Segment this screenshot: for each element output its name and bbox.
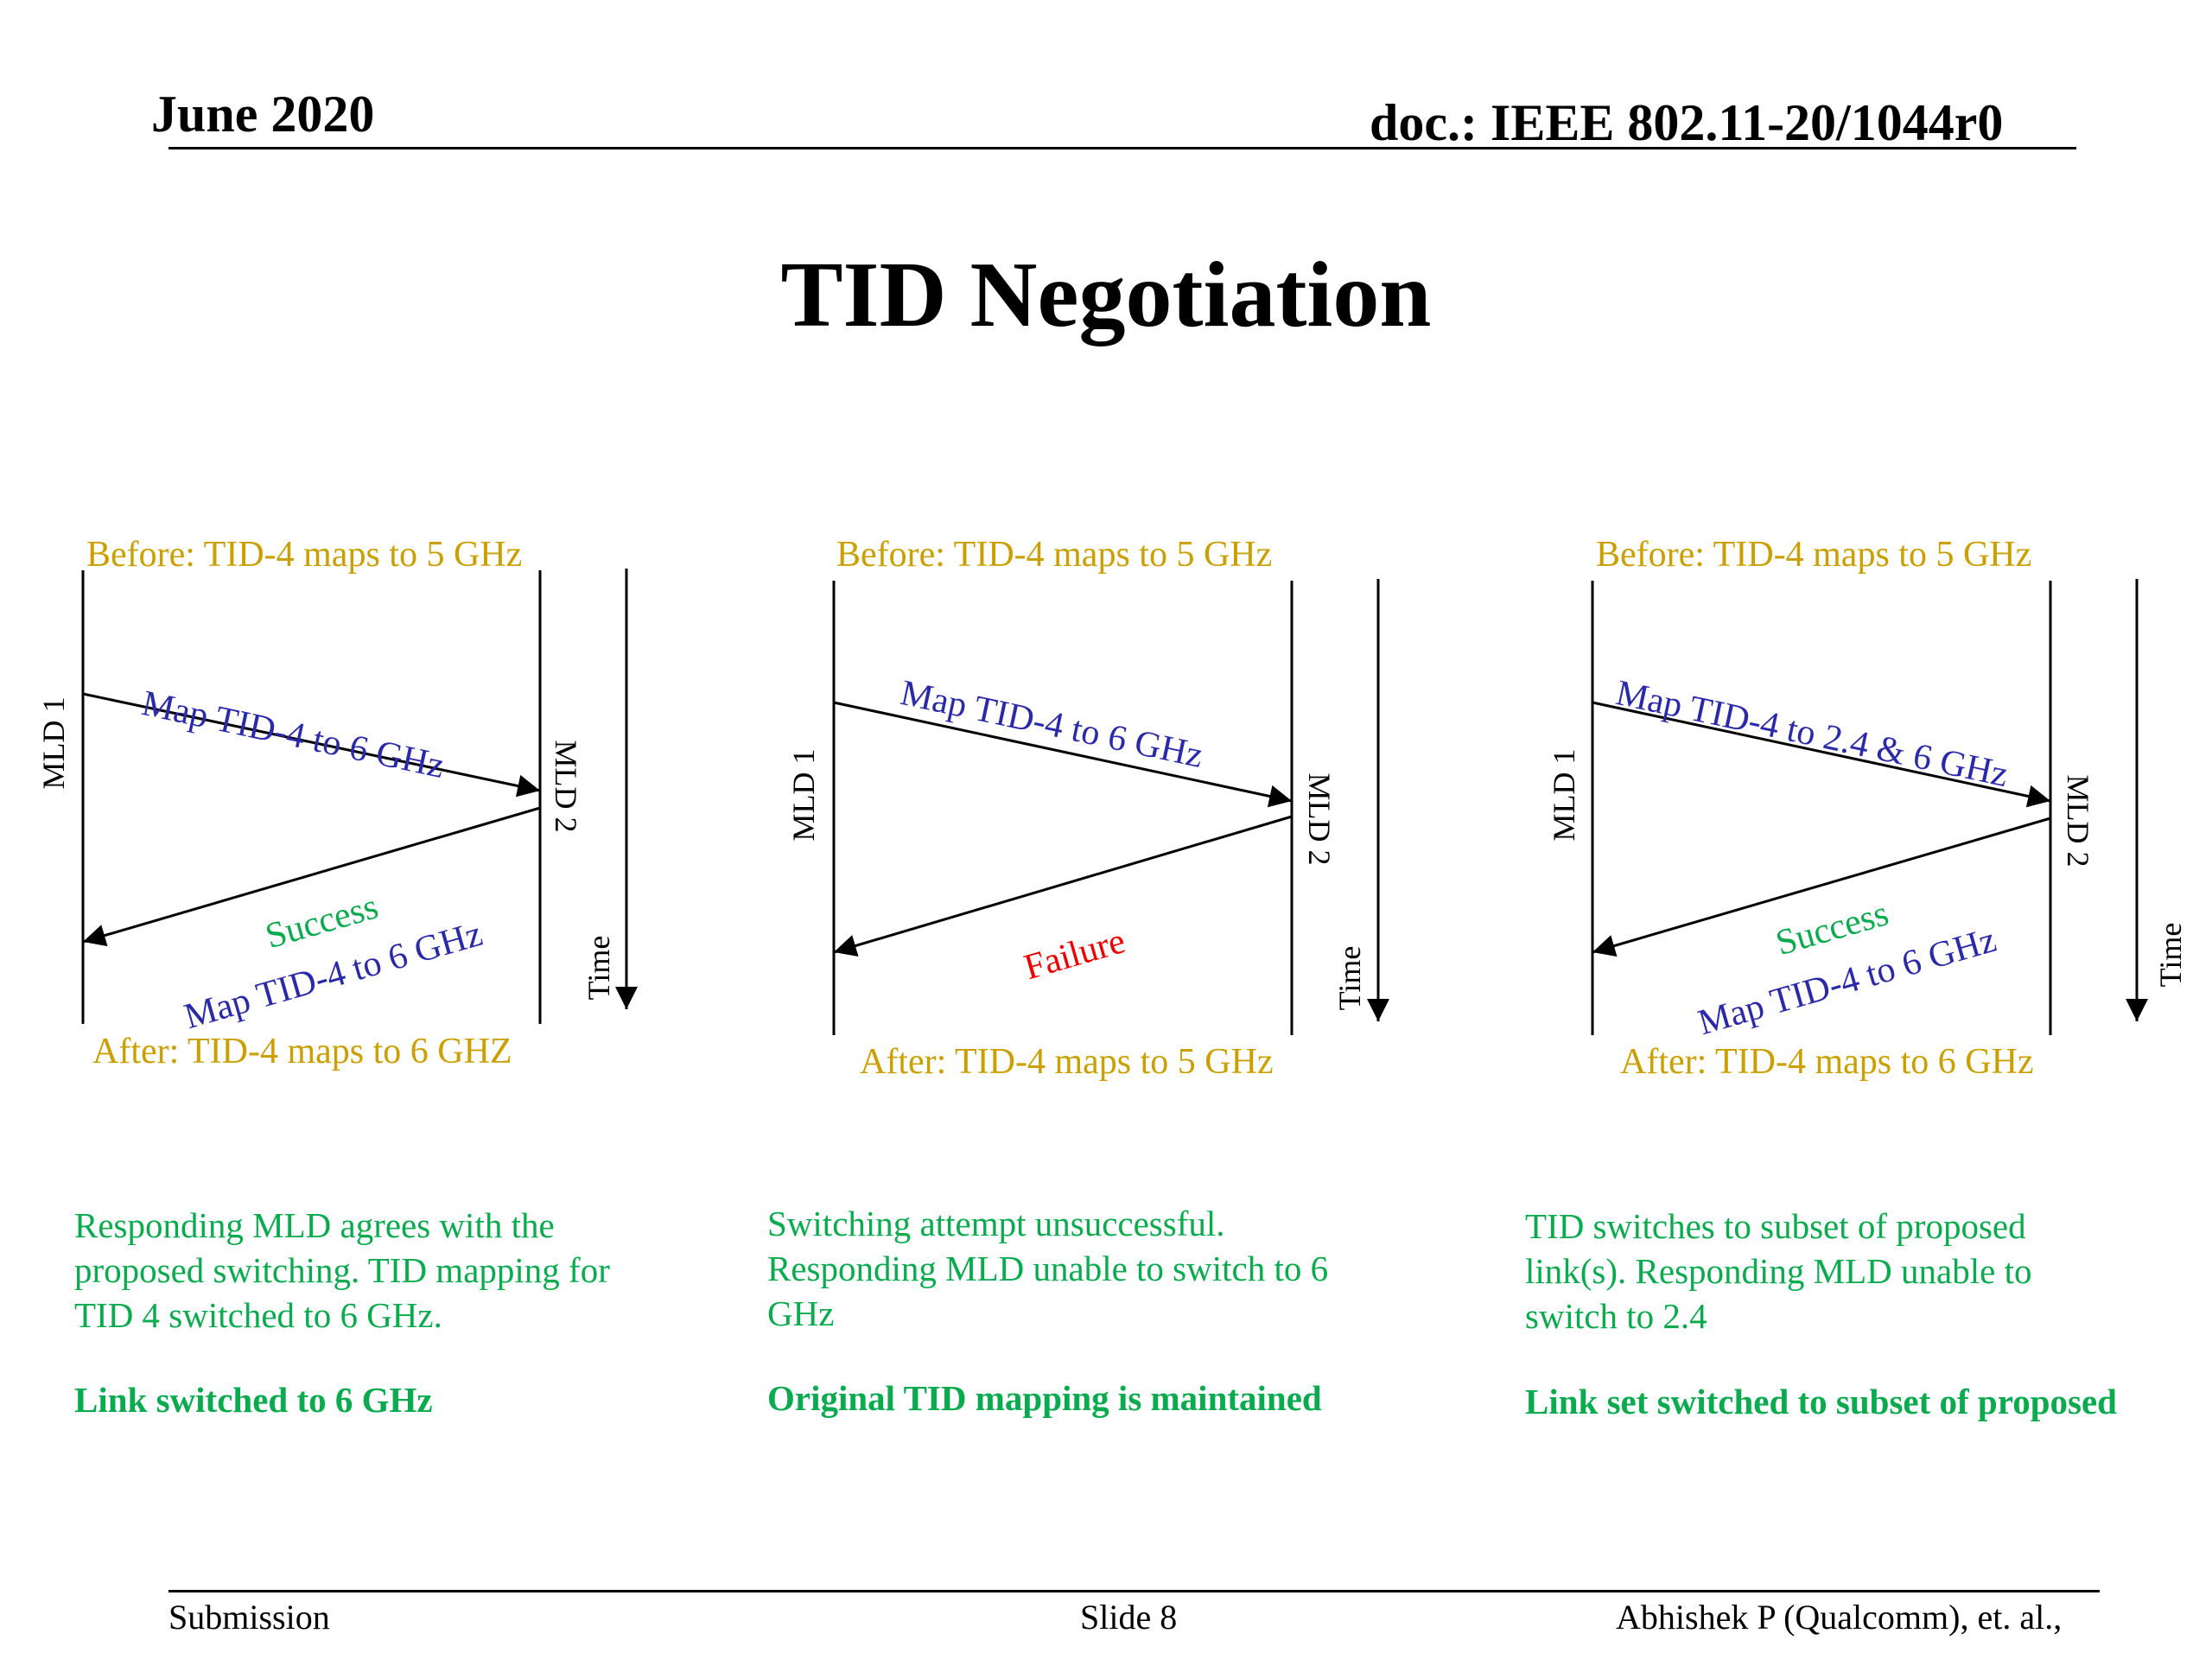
header-doc-id: doc.: IEEE 802.11-20/1044r0 bbox=[1370, 94, 2004, 151]
time-label: Time bbox=[582, 935, 616, 1001]
footer-submission: Submission bbox=[168, 1598, 330, 1637]
conclusion-2: Original TID mapping is maintained bbox=[767, 1378, 1322, 1418]
diagram-2 bbox=[832, 579, 1389, 1035]
request-arrow bbox=[833, 701, 1293, 808]
response-arrow bbox=[833, 815, 1293, 957]
response-arrow bbox=[82, 806, 541, 947]
diagram-1 bbox=[81, 569, 638, 1024]
footer-slide-number: Slide 8 bbox=[1080, 1598, 1178, 1637]
before-label: Before: TID-4 maps to 5 GHz bbox=[86, 535, 523, 575]
mld2-label: MLD 2 bbox=[2061, 774, 2095, 868]
after-label: After: TID-4 maps to 6 GHz bbox=[1620, 1042, 2034, 1082]
footer-author: Abhishek P (Qualcomm), et. al., bbox=[1616, 1598, 2063, 1637]
description-1: Responding MLD agrees with the proposed … bbox=[74, 1205, 610, 1335]
time-label: Time bbox=[1332, 945, 1367, 1011]
page-title: TID Negotiation bbox=[780, 244, 1432, 346]
header-date: June 2020 bbox=[151, 86, 375, 143]
conclusion-1: Link switched to 6 GHz bbox=[74, 1380, 433, 1420]
description-2: Switching attempt unsuccessful. Respondi… bbox=[767, 1204, 1329, 1333]
time-label: Time bbox=[2153, 922, 2188, 988]
mld2-label: MLD 2 bbox=[549, 740, 583, 833]
mld1-label: MLD 1 bbox=[786, 748, 821, 842]
before-label: Before: TID-4 maps to 5 GHz bbox=[1596, 535, 2032, 575]
mld1-label: MLD 1 bbox=[36, 696, 71, 790]
header-rule bbox=[168, 147, 2076, 149]
footer-rule bbox=[168, 1590, 2100, 1592]
after-label: After: TID-4 maps to 5 GHz bbox=[860, 1042, 1274, 1082]
conclusion-3: Link set switched to subset of proposed bbox=[1525, 1382, 2117, 1421]
mld2-label: MLD 2 bbox=[1302, 772, 1337, 866]
after-label: After: TID-4 maps to 6 GHZ bbox=[92, 1032, 512, 1071]
description-3: TID switches to subset of proposed link(… bbox=[1525, 1206, 2032, 1336]
request-arrow bbox=[82, 692, 541, 798]
before-label: Before: TID-4 maps to 5 GHz bbox=[836, 535, 1273, 575]
diagram-3 bbox=[1591, 579, 2148, 1035]
request-arrow bbox=[1592, 701, 2051, 808]
response-arrow bbox=[1592, 817, 2051, 957]
mld1-label: MLD 1 bbox=[1547, 748, 1581, 842]
